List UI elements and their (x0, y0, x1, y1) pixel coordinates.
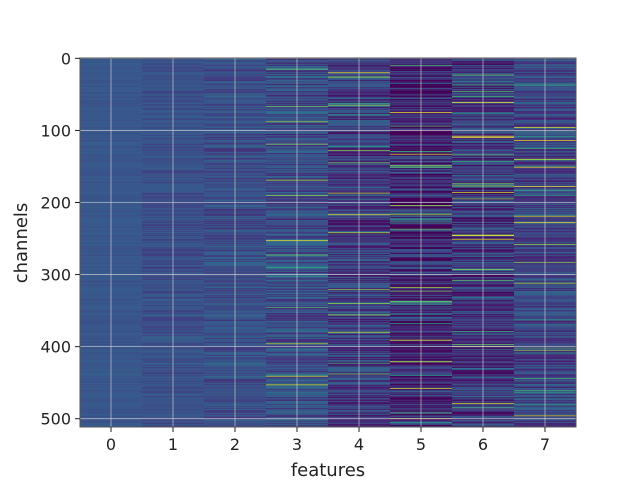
y-tick-label: 200 (40, 194, 71, 213)
x-tick-label: 1 (168, 435, 178, 454)
x-tick-label: 2 (230, 435, 240, 454)
grid-lines (80, 57, 576, 427)
x-tick-label: 5 (416, 435, 426, 454)
plot-frame (79, 57, 577, 428)
x-tick-label: 6 (478, 435, 488, 454)
x-tick-label: 7 (540, 435, 550, 454)
x-axis-ticks: 0 1 2 3 4 5 6 7 (106, 427, 550, 454)
plot-area (79, 57, 577, 428)
x-tick-label: 3 (292, 435, 302, 454)
x-axis-label: features (291, 460, 365, 480)
x-tick-label: 4 (354, 435, 364, 454)
y-axis-label: channels (11, 203, 32, 284)
y-tick-label: 0 (61, 49, 71, 68)
y-tick-label: 100 (40, 121, 71, 140)
y-tick-label: 300 (40, 266, 71, 285)
heatmap-cells (80, 58, 577, 428)
y-axis-ticks: 0 100 200 300 400 500 (40, 49, 80, 429)
x-tick-label: 0 (106, 435, 116, 454)
y-tick-label: 500 (40, 410, 71, 429)
y-tick-label: 400 (40, 338, 71, 357)
